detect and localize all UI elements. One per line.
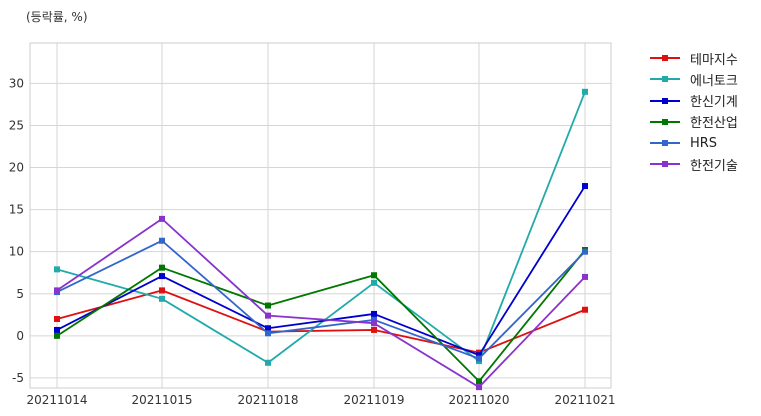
data-point xyxy=(159,287,165,294)
legend-swatch xyxy=(650,50,680,66)
data-point xyxy=(476,384,482,391)
grid-lines xyxy=(30,43,611,388)
legend-item: 에너토크 xyxy=(650,69,738,89)
y-tick-label: 25 xyxy=(9,118,24,132)
legend-label: 한전기술 xyxy=(690,158,738,174)
data-point xyxy=(476,378,482,385)
data-point xyxy=(54,266,60,273)
legend-item: 테마지수 xyxy=(650,48,738,68)
legend-swatch xyxy=(650,156,680,172)
x-tick-label: 20211020 xyxy=(448,393,509,407)
data-point xyxy=(54,316,60,322)
series-line-0 xyxy=(56,289,586,354)
legend-label: 에너토크 xyxy=(690,73,738,89)
y-axis-unit-label: (등락률, %) xyxy=(26,10,88,24)
data-point xyxy=(371,310,377,317)
data-point xyxy=(159,237,165,244)
legend-label: HRS xyxy=(690,135,718,151)
data-point xyxy=(582,306,588,313)
x-tick-label: 20211019 xyxy=(343,393,404,407)
data-point xyxy=(371,326,377,333)
data-point xyxy=(265,325,271,332)
data-point xyxy=(54,332,60,339)
tick-labels: -5 0 5 10 15 20 25 30 20211014 20211015 20211018 20… xyxy=(9,76,616,407)
legend-item: 한신기계 xyxy=(650,91,738,111)
series-line-2 xyxy=(56,185,586,357)
data-point xyxy=(265,359,271,366)
axes xyxy=(29,42,612,389)
data-point xyxy=(582,248,588,255)
data-point xyxy=(159,215,165,222)
legend-swatch xyxy=(650,71,680,87)
legend-label: 테마지수 xyxy=(690,52,738,68)
series-line-3 xyxy=(56,249,586,383)
legend-label: 한신기계 xyxy=(690,95,738,111)
data-point xyxy=(476,352,482,359)
data-point xyxy=(582,183,588,190)
data-point xyxy=(371,272,377,279)
legend-swatch xyxy=(650,114,680,130)
y-tick-label: 20 xyxy=(9,161,24,175)
y-tick-label: -5 xyxy=(12,371,24,385)
series-lines xyxy=(54,88,588,391)
y-tick-label: 5 xyxy=(16,287,24,301)
y-tick-label: 15 xyxy=(9,203,24,217)
legend-item: 한전산업 xyxy=(650,112,738,132)
series-line-1 xyxy=(56,91,586,364)
data-point xyxy=(159,264,165,271)
y-tick-label: 30 xyxy=(9,76,24,90)
data-point xyxy=(159,295,165,302)
x-tick-label: 20211018 xyxy=(237,393,298,407)
plot-frame xyxy=(29,42,612,389)
legend-swatch xyxy=(650,135,680,151)
data-point xyxy=(265,330,271,337)
data-point xyxy=(371,316,377,323)
x-tick-label: 20211014 xyxy=(26,393,87,407)
y-tick-label: 0 xyxy=(16,329,24,343)
y-tick-label: 10 xyxy=(9,245,24,259)
x-tick-label: 20211021 xyxy=(554,393,615,407)
legend-item: HRS xyxy=(650,133,738,153)
legend-item: 한전기술 xyxy=(650,154,738,174)
data-point xyxy=(265,312,271,319)
series-line-4 xyxy=(56,239,586,360)
legend-label: 한전산업 xyxy=(690,116,738,132)
legend-swatch xyxy=(650,93,680,109)
series-line-5 xyxy=(56,217,586,389)
data-point xyxy=(371,279,377,286)
data-point xyxy=(371,320,377,327)
data-point xyxy=(265,302,271,309)
x-tick-label: 20211015 xyxy=(131,393,192,407)
data-point xyxy=(582,88,588,95)
data-point xyxy=(54,287,60,294)
data-point xyxy=(54,326,60,333)
data-point xyxy=(582,273,588,280)
data-point xyxy=(159,273,165,280)
data-point xyxy=(476,355,482,362)
